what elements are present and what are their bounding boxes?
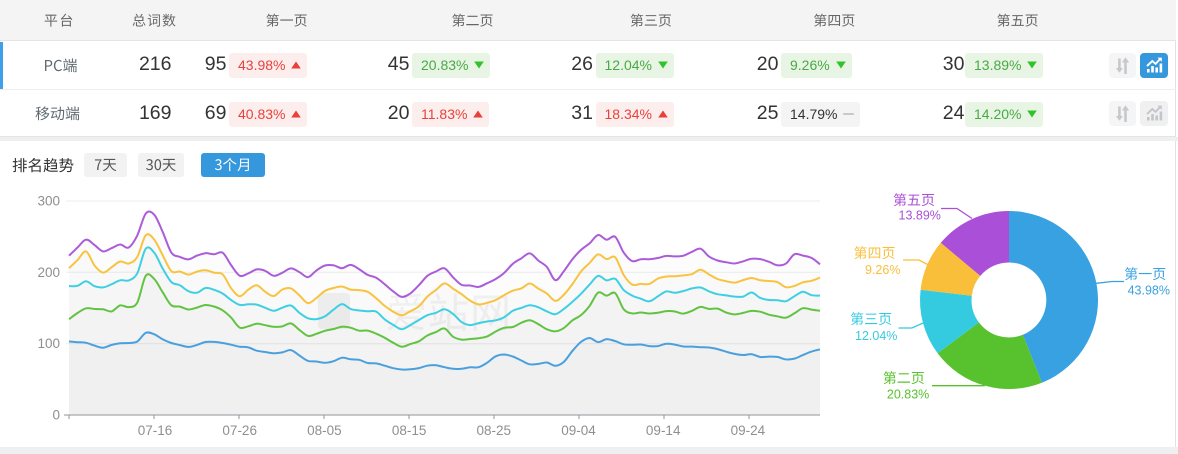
svg-text:100: 100: [37, 336, 60, 351]
svg-text:9.26%: 9.26%: [865, 263, 900, 277]
svg-text:13.89%: 13.89%: [899, 209, 941, 223]
svg-text:09-04: 09-04: [561, 423, 596, 438]
svg-text:20.83%: 20.83%: [887, 388, 929, 402]
svg-text:08-15: 08-15: [392, 423, 427, 438]
svg-text:09-14: 09-14: [646, 423, 681, 438]
svg-text:12.04%: 12.04%: [855, 329, 897, 343]
svg-text:0: 0: [52, 408, 60, 423]
svg-text:43.98%: 43.98%: [1128, 284, 1170, 298]
svg-text:08-25: 08-25: [477, 423, 512, 438]
svg-text:09-24: 09-24: [731, 423, 766, 438]
svg-text:07-26: 07-26: [222, 423, 257, 438]
svg-text:07-16: 07-16: [138, 423, 173, 438]
svg-text:300: 300: [37, 194, 60, 209]
svg-text:08-05: 08-05: [307, 423, 342, 438]
svg-text:200: 200: [37, 265, 60, 280]
